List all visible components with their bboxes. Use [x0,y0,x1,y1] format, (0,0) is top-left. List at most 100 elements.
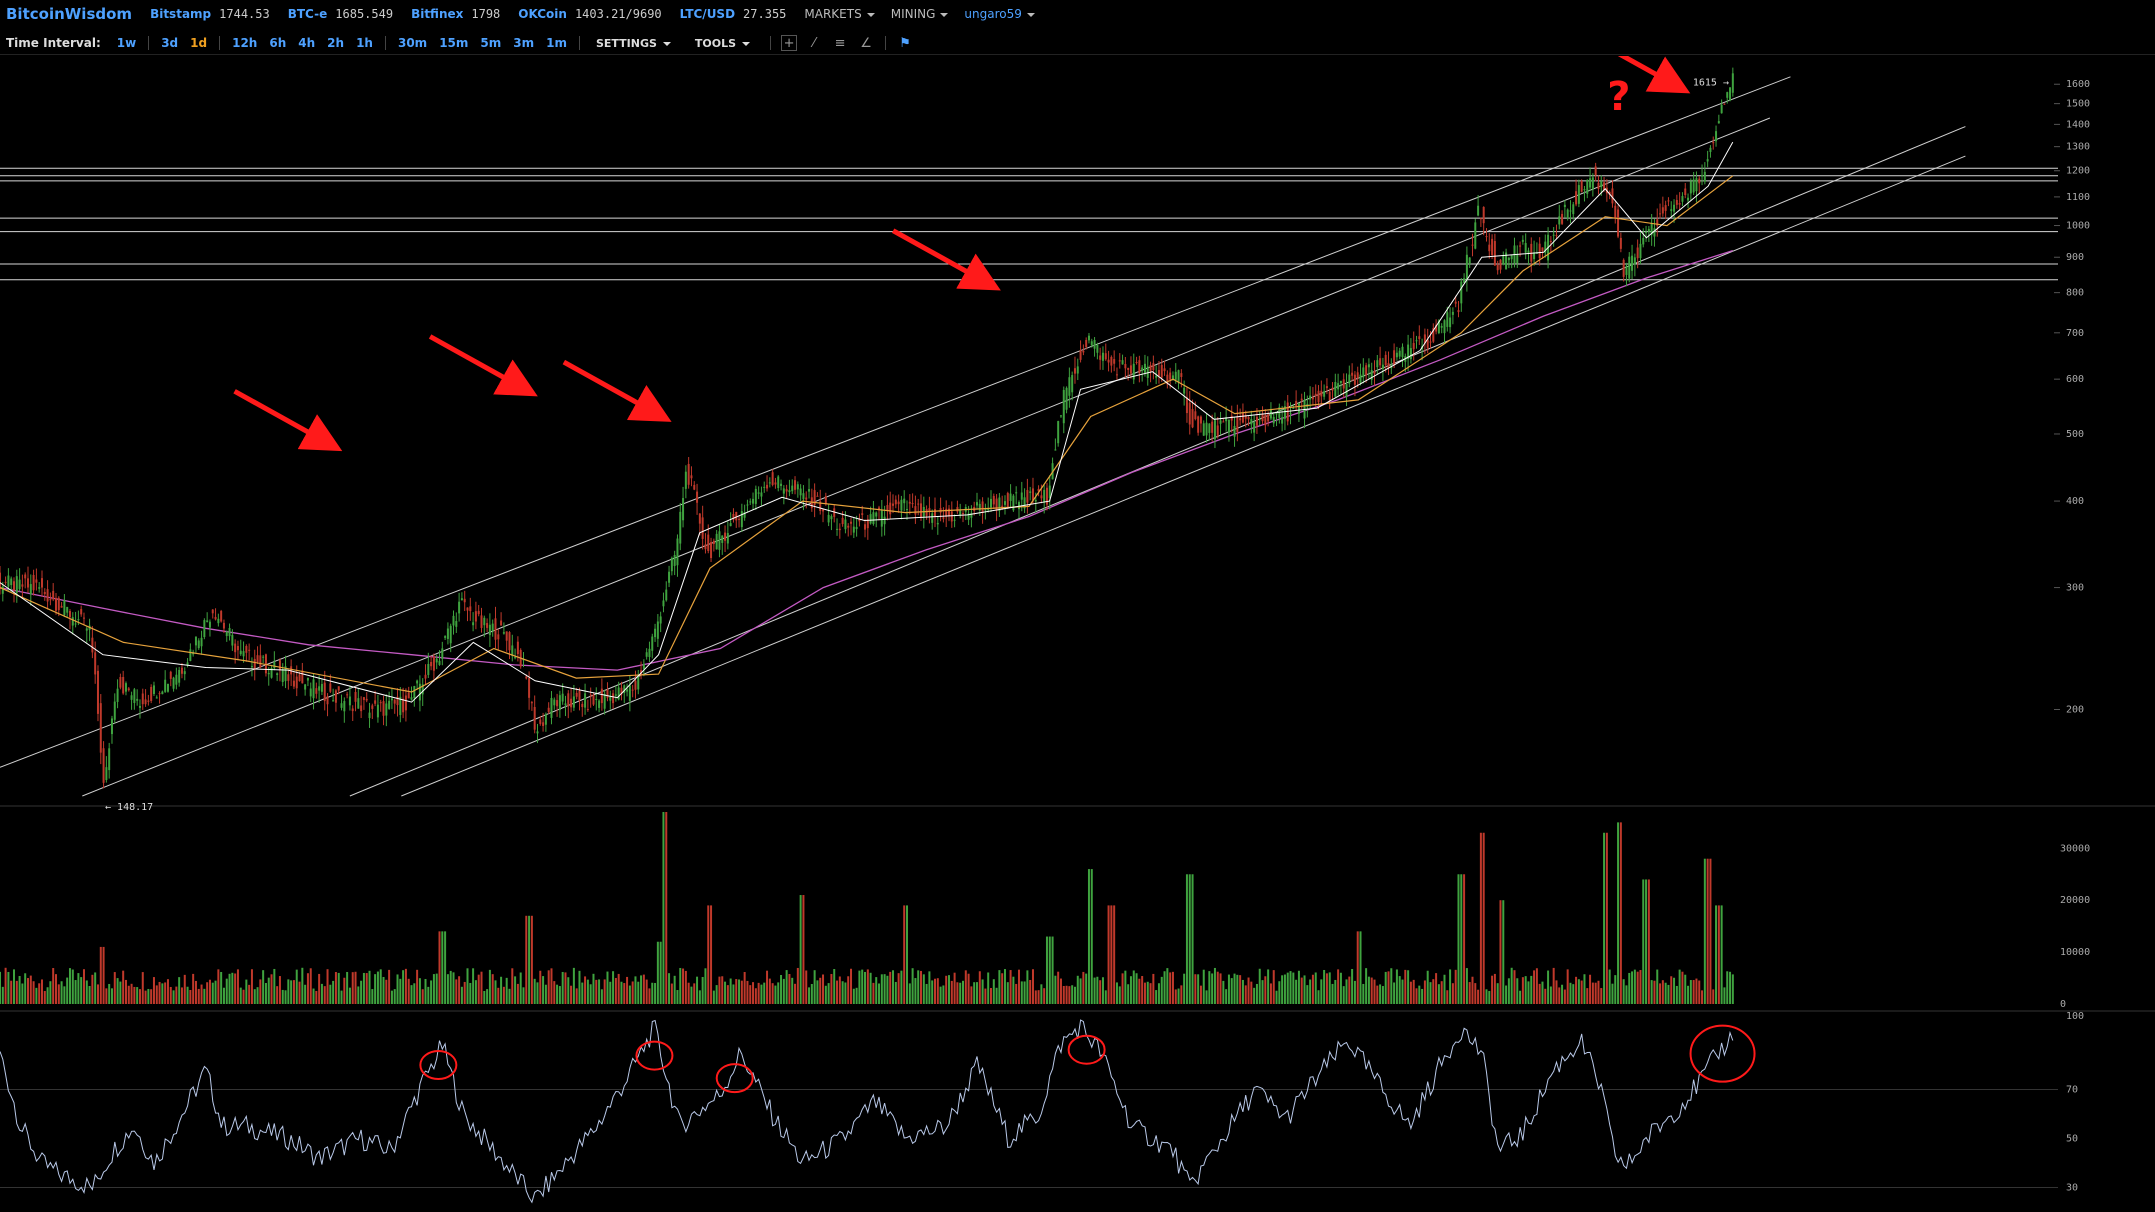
volume-bar [1555,980,1558,1004]
candle-body [1407,344,1410,359]
candle-body [488,624,491,636]
volume-bar [533,978,536,1004]
candle-body [757,492,760,494]
volume-bar [1362,983,1365,1004]
user-menu[interactable]: ungaro59 [964,7,1035,21]
ticker-name[interactable]: Bitstamp [150,7,212,21]
settings-menu[interactable]: SETTINGS [596,37,671,50]
candle-body [1323,391,1326,397]
candle-body [676,538,679,566]
crosshair-icon[interactable]: + [781,35,798,51]
candle-body [934,509,937,517]
ticker-okcoin[interactable]: OKCoin 1403.21/9690 [518,7,661,21]
interval-5m[interactable]: 5m [480,36,502,50]
volume-bar [1152,973,1155,1004]
volume-bar [1544,988,1547,1004]
ticker-bitstamp[interactable]: Bitstamp 1744.53 [150,7,270,21]
candle-body [774,482,777,485]
candle-body [844,519,847,530]
candle-body [474,611,477,622]
volume-bar [323,986,326,1004]
interval-1d[interactable]: 1d [190,36,208,50]
candle-body [1653,228,1656,237]
candle-body [1622,259,1625,277]
candle-body [1617,209,1620,237]
interval-2h[interactable]: 2h [327,36,345,50]
candle-body [1029,491,1032,493]
fib-fan-icon[interactable]: ∠ [860,35,872,51]
ticker-name[interactable]: BTC-e [287,7,328,21]
candle-body [575,692,578,697]
volume-bar [1628,972,1631,1004]
alert-bell-icon[interactable]: ⚑ [899,35,911,51]
interval-3d[interactable]: 3d [161,36,179,50]
tools-menu[interactable]: TOOLS [695,37,751,50]
volume-bar [1199,985,1202,1004]
volume-bar [623,983,626,1004]
candle-body [522,659,525,661]
candle-body [1328,391,1331,401]
volume-bar [1608,969,1611,1004]
interval-3m[interactable]: 3m [513,36,535,50]
volume-bar [1465,968,1468,1004]
candle-body [130,695,133,700]
candle-body [220,610,223,622]
volume-bar [802,895,805,1004]
interval-1h[interactable]: 1h [356,36,373,50]
candle-body [1048,485,1051,499]
candle-body [975,502,978,506]
ticker-name[interactable]: LTC/USD [679,7,736,21]
ticker-btce[interactable]: BTC-e 1685.549 [288,7,393,21]
brand-logo[interactable]: BitcoinWisdom [6,5,133,23]
ticker-price: 27.355 [743,7,787,21]
volume-bar [1174,989,1177,1004]
interval-12h[interactable]: 12h [232,36,258,50]
candle-body [1219,420,1222,424]
volume-bar [1446,990,1449,1004]
volume-bar [1317,990,1320,1004]
candle-body [1698,178,1701,184]
interval-4h[interactable]: 4h [298,36,316,50]
ticker-bitfinex[interactable]: Bitfinex 1798 [411,7,500,21]
candle-body [242,651,245,657]
candle-body [236,646,239,651]
candle-body [351,708,354,712]
volume-bar [486,989,489,1004]
candle-body [830,516,833,520]
mining-menu[interactable]: MINING [891,7,949,21]
candle-body [1141,367,1144,371]
interval-30m[interactable]: 30m [397,36,428,50]
interval-1w[interactable]: 1w [116,36,137,50]
volume-bar [1031,969,1034,1004]
candle-body [1087,335,1090,341]
candle-body [427,663,430,675]
ticker-name[interactable]: Bitfinex [411,7,464,21]
candle-body [836,528,839,530]
volume-bar [922,974,925,1004]
candle-body [1594,166,1597,176]
candle-body [808,489,811,492]
interval-15m[interactable]: 15m [439,36,469,50]
interval-1m[interactable]: 1m [546,36,567,50]
volume-bar [1729,971,1732,1004]
volume-bar [1253,987,1256,1004]
interval-6h[interactable]: 6h [269,36,287,50]
candle-body [528,678,531,698]
chart-area[interactable]: 2003004005006007008009001000110012001300… [0,56,2155,1212]
candle-body [623,685,626,693]
ticker-name[interactable]: OKCoin [518,7,567,21]
line-tool-icon[interactable]: ⁄ [812,35,816,51]
markets-menu[interactable]: MARKETS [804,7,875,21]
ticker-ltcusd[interactable]: LTC/USD 27.355 [680,7,787,21]
volume-bar [18,975,21,1004]
candle-body [1359,374,1362,383]
candle-body [262,656,265,658]
candle-body [1580,181,1583,192]
volume-bar [707,905,710,1004]
candle-body [878,507,881,510]
volume-bar [396,974,399,1004]
horizontal-lines-icon[interactable]: ≡ [834,35,846,51]
volume-bar [1006,982,1009,1004]
candle-body [906,508,909,510]
user-menu-label: ungaro59 [964,7,1022,21]
